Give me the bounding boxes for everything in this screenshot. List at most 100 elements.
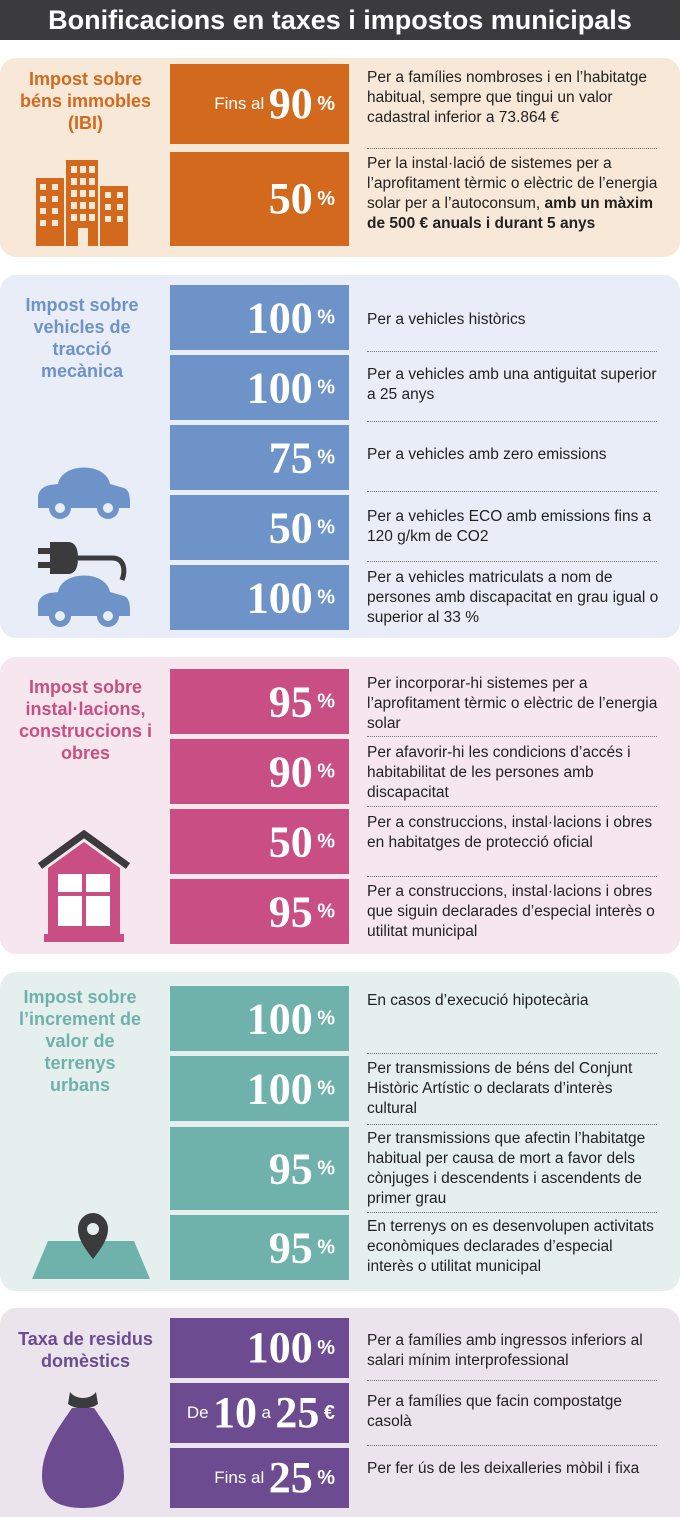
value-unit: % [317, 830, 335, 853]
vehicles-value-box: 75 % [170, 425, 349, 490]
value-prefix: Fins al [214, 94, 265, 113]
ibi-desc: Per la instal·lació de sistemes per a l’… [367, 154, 659, 234]
desc-bold-text: amb un màxim de 500 € anuals i durant 5 … [367, 195, 654, 232]
value-number: 100 [246, 573, 313, 623]
divider [367, 876, 657, 877]
divider [367, 736, 657, 737]
value-number: 95 [268, 887, 313, 937]
car-icon [38, 575, 130, 627]
vehicles-value-box: 50 % [170, 495, 349, 560]
obres-desc: Per afavorir-hi les condicions d’accés i… [367, 744, 631, 801]
value-prefix: Fins al [214, 1468, 265, 1487]
divider [367, 561, 657, 562]
divider [367, 421, 657, 422]
value-mid: a [261, 1403, 271, 1422]
divider [367, 1124, 657, 1125]
ibi-desc: Per a famílies nombroses i en l’habitatg… [367, 69, 648, 126]
ibi-value-box: 50 % [170, 152, 349, 246]
map-pin-icon [32, 1213, 150, 1279]
residus-desc: Per a famílies que facin compostatge cas… [367, 1393, 623, 1430]
vehicles-desc: Per a vehicles amb una antiguitat superi… [367, 366, 657, 403]
value-unit: % [317, 1157, 335, 1180]
value-number: 75 [268, 433, 313, 483]
obres-desc: Per incorporar-hi sistemes per a l’aprof… [367, 675, 658, 732]
section-obres-title: Impost sobre instal·lacions, construccio… [18, 677, 153, 763]
section-residus-title: Taxa de residus domèstics [18, 1329, 153, 1371]
value-unit: % [317, 1007, 335, 1030]
terrenys-value-box: 100 % [170, 986, 349, 1051]
value-unit: % [317, 1236, 335, 1259]
divider [367, 806, 657, 807]
section-vehicles-title: Impost sobre vehicles de tracció mecànic… [25, 295, 139, 381]
residus-desc: Per fer ús de les deixalleries mòbil i f… [367, 1460, 640, 1477]
plug-icon [38, 542, 127, 581]
value-number: 95 [268, 677, 313, 727]
obres-desc: Per a construccions, instal·lacions i ob… [367, 814, 653, 851]
obres-desc: Per a construccions, instal·lacions i ob… [367, 883, 655, 940]
value-unit: % [317, 1467, 335, 1489]
residus-desc: Per a famílies amb ingressos inferiors a… [367, 1332, 643, 1369]
vehicles-value-box: 100 % [170, 285, 349, 350]
obres-value-box: 95 % [170, 669, 349, 734]
ibi-value-box: Fins al 90 % [170, 64, 349, 144]
residus-value-box: 100 % [170, 1318, 349, 1378]
value-number: 95 [268, 1223, 313, 1273]
value-number: 100 [246, 1064, 313, 1114]
value-number: 90 [268, 79, 313, 128]
value-number: 50 [268, 174, 313, 223]
value-number: 10 [213, 1388, 258, 1437]
vehicles-desc: Per a vehicles matriculats a nom de pers… [367, 569, 659, 626]
desc-text: Per la instal·lació de sistemes per a l’… [367, 155, 658, 212]
terrenys-desc: En casos d’execució hipotecària [367, 992, 589, 1009]
value-unit: % [317, 516, 335, 539]
obres-value-box: 90 % [170, 739, 349, 804]
divider [367, 148, 657, 149]
obres-value-box: 95 % [170, 879, 349, 944]
value-unit: % [317, 93, 335, 115]
terrenys-value-box: 95 % [170, 1127, 349, 1210]
value-number-2: 25 [275, 1388, 320, 1437]
vehicles-value-box: 100 % [170, 355, 349, 420]
value-unit: % [317, 188, 335, 210]
terrenys-value-box: 95 % [170, 1215, 349, 1280]
vehicles-value-box: 100 % [170, 565, 349, 630]
value-unit: % [317, 376, 335, 399]
value-unit: % [317, 760, 335, 783]
divider [367, 1445, 657, 1446]
value-number: 100 [246, 293, 313, 343]
residus-value-box: De 10 a 25 € [170, 1383, 349, 1443]
value-number: 50 [268, 503, 313, 553]
terrenys-desc: Per transmissions que afectin l’habitatg… [367, 1130, 646, 1207]
value-number: 100 [246, 994, 313, 1044]
car-icon [38, 467, 130, 519]
house-icon [38, 830, 130, 942]
value-unit: % [317, 306, 335, 329]
building-icon [36, 160, 128, 246]
value-unit: % [317, 1337, 335, 1359]
value-number: 100 [246, 363, 313, 413]
value-number: 50 [268, 817, 313, 867]
obres-value-box: 50 % [170, 809, 349, 874]
value-unit: % [317, 900, 335, 923]
section-ibi-title: Impost sobre béns immobles (IBI) [19, 69, 152, 133]
page-title: Bonificacions en taxes i impostos munici… [0, 0, 680, 40]
value-unit: % [317, 446, 335, 469]
residus-value-box: Fins al 25 % [170, 1448, 349, 1508]
value-number: 100 [246, 1323, 313, 1372]
vehicles-desc: Per a vehicles ECO amb emissions fins a … [367, 508, 652, 545]
value-prefix: De [186, 1403, 209, 1422]
value-number: 95 [268, 1144, 313, 1194]
vehicles-desc: Per a vehicles amb zero emissions [367, 446, 607, 463]
value-unit: € [323, 1402, 335, 1424]
terrenys-desc: Per transmissions de béns del Conjunt Hi… [367, 1060, 633, 1117]
divider [367, 1212, 657, 1213]
value-number: 90 [268, 747, 313, 797]
terrenys-value-box: 100 % [170, 1056, 349, 1121]
value-number: 25 [268, 1453, 313, 1502]
section-terrenys-title: Impost sobre l’increment de valor de ter… [18, 987, 142, 1095]
divider [367, 351, 657, 352]
value-unit: % [317, 586, 335, 609]
vehicles-desc: Per a vehicles històrics [367, 311, 526, 328]
value-unit: % [317, 690, 335, 713]
value-unit: % [317, 1077, 335, 1100]
